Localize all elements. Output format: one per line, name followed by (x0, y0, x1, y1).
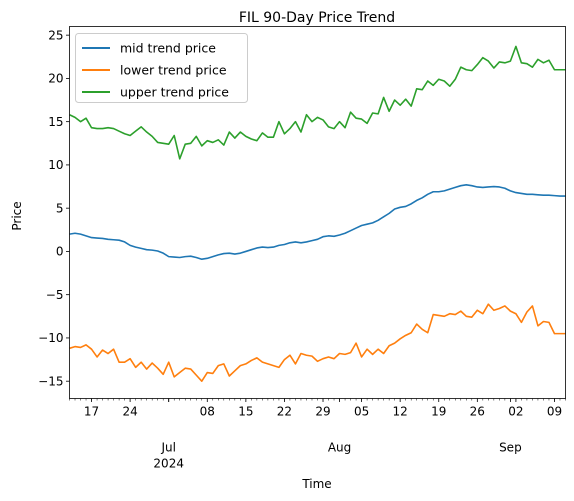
x-tick-label: 05 (354, 405, 369, 419)
x-year-label: 2024 (153, 457, 184, 471)
legend-label-lower: lower trend price (120, 63, 227, 78)
legend-box (75, 33, 248, 103)
x-axis-ticks: 17 24 08 15 22 29 05 12 19 26 02 09 (69, 398, 566, 419)
chart-title: FIL 90-Day Price Trend (239, 10, 395, 26)
series-line-upper (69, 45, 566, 160)
series-line-mid (69, 184, 566, 261)
x-axis-label: Time (301, 477, 331, 491)
x-tick-label: 29 (315, 405, 330, 419)
y-tick-label: 15 (48, 115, 63, 129)
y-tick-label: −5 (46, 288, 64, 302)
x-tick-label: 24 (122, 405, 137, 419)
legend-label-upper: upper trend price (120, 85, 229, 100)
x-tick-label: 19 (431, 405, 446, 419)
x-tick-label: 02 (508, 405, 523, 419)
series-line-lower (69, 303, 566, 383)
y-tick-label: 10 (48, 158, 63, 172)
y-tick-label: 20 (48, 72, 63, 86)
y-tick-label: −15 (38, 374, 63, 388)
y-tick-label: 25 (48, 28, 63, 42)
y-tick-label: −10 (38, 331, 63, 345)
y-axis-label: Price (10, 201, 24, 230)
y-axis-ticks: −15 −10 −5 0 5 10 15 20 25 (38, 28, 70, 388)
legend: mid trend price lower trend price upper … (75, 33, 248, 103)
x-tick-label: 26 (470, 405, 485, 419)
x-tick-label: 15 (238, 405, 253, 419)
x-tick-label: 17 (84, 405, 99, 419)
y-tick-label: 5 (56, 201, 64, 215)
legend-label-mid: mid trend price (120, 41, 216, 56)
x-tick-label: 12 (393, 405, 408, 419)
x-month-label-sep: Sep (499, 441, 522, 455)
x-month-label-aug: Aug (328, 441, 351, 455)
x-month-label-jul: Jul (160, 441, 175, 455)
x-tick-label: 09 (547, 405, 562, 419)
x-tick-label: 08 (200, 405, 215, 419)
x-tick-label: 22 (277, 405, 292, 419)
series-lines (69, 45, 566, 383)
y-tick-label: 0 (56, 245, 64, 259)
